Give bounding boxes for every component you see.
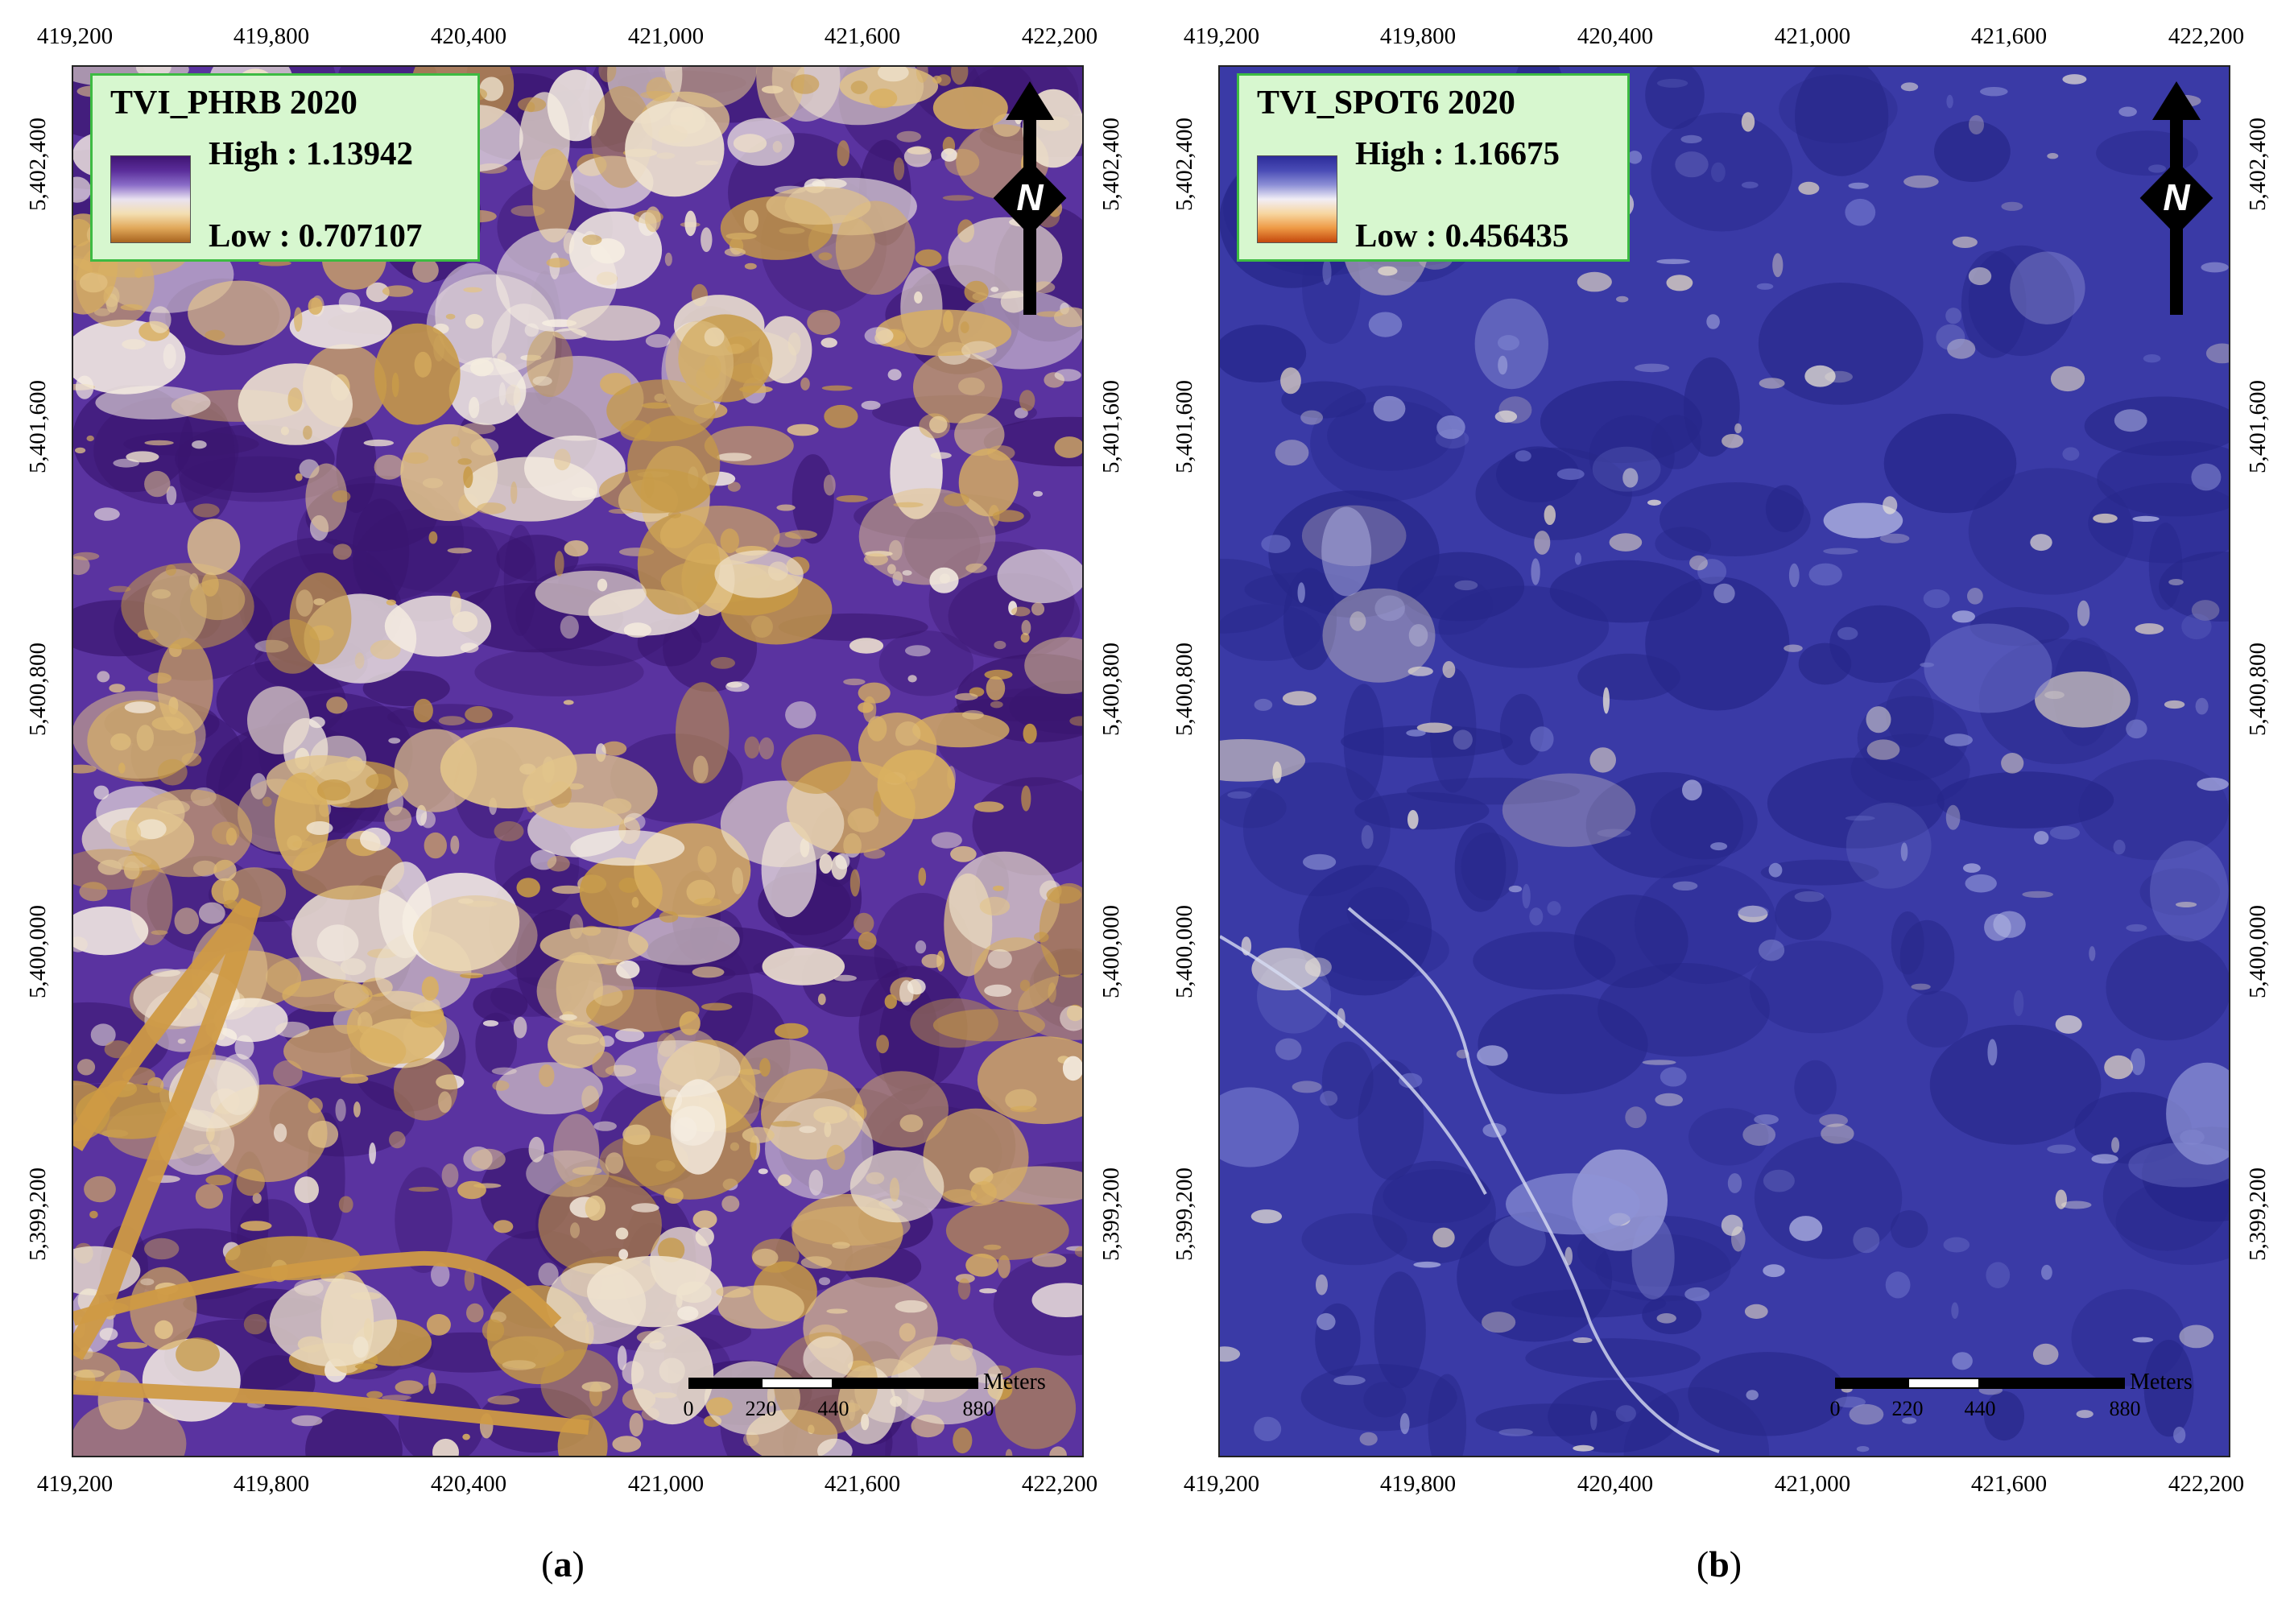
caption-letter: a [553, 1543, 572, 1585]
x-tick-label: 420,400 [1577, 23, 1654, 49]
scale-units-label: Meters [2130, 1370, 2193, 1395]
legend-title: TVI_PHRB 2020 [110, 85, 358, 122]
north-arrow-icon: N [993, 81, 1067, 315]
scale-segment [761, 1378, 833, 1389]
x-tick-label: 422,200 [1021, 1471, 1098, 1497]
scale-segment [1980, 1378, 2125, 1389]
legend-high-label: High : 1.13942 [209, 134, 413, 171]
x-tick-label: 420,400 [1577, 1471, 1654, 1497]
legend-color-ramp [1257, 155, 1337, 243]
x-tick-label: 421,600 [824, 1471, 901, 1497]
caption-paren-open: ( [541, 1543, 554, 1585]
scale-bar: Meters 0 220 440 880 [1830, 1370, 2222, 1442]
panel-caption: (b) [1639, 1542, 1800, 1587]
scale-label: 0 [683, 1397, 694, 1420]
legend-title: TVI_SPOT6 2020 [1257, 85, 1515, 122]
y-tick-label: 5,399,200 [1172, 1167, 1197, 1261]
north-arrow-icon: N [2139, 81, 2213, 315]
tvi-raster-spot6 [1220, 67, 2229, 1456]
y-tick-label: 5,401,600 [2245, 380, 2271, 473]
y-tick-label: 5,399,200 [2245, 1167, 2271, 1261]
y-tick-label: 5,400,800 [2245, 643, 2271, 736]
legend-color-ramp [110, 155, 191, 243]
y-tick-label: 5,400,000 [25, 905, 51, 998]
x-tick-label: 419,800 [1379, 23, 1457, 49]
x-tick-label: 422,200 [1021, 23, 1098, 49]
scale-bar: Meters 0 220 440 880 [684, 1370, 1075, 1442]
y-tick-label: 5,402,400 [25, 118, 51, 211]
map-panel-b: 419,200 419,800 420,400 421,000 421,600 … [1147, 0, 2293, 1624]
y-tick-label: 5,401,600 [1098, 380, 1124, 473]
legend-low-label: Low : 0.707107 [209, 217, 423, 254]
caption-paren-close: ) [572, 1543, 585, 1585]
x-tick-label: 420,400 [430, 23, 507, 49]
y-tick-label: 5,400,000 [2245, 905, 2271, 998]
y-tick-label: 5,402,400 [1098, 118, 1124, 211]
north-letter: N [1016, 176, 1044, 218]
y-tick-label: 5,401,600 [1172, 380, 1197, 473]
scale-label: 880 [2109, 1397, 2141, 1420]
legend-low-label: Low : 0.456435 [1355, 217, 1569, 254]
map-legend: TVI_SPOT6 2020 High : 1.16675 Low : 0.45… [1237, 73, 1630, 262]
scale-label: 880 [962, 1397, 994, 1420]
caption-letter: b [1709, 1543, 1730, 1585]
x-tick-label: 421,000 [627, 1471, 705, 1497]
map-frame: TVI_SPOT6 2020 High : 1.16675 Low : 0.45… [1218, 65, 2230, 1457]
caption-paren-open: ( [1696, 1543, 1709, 1585]
map-frame: TVI_PHRB 2020 High : 1.13942 Low : 0.707… [72, 65, 1084, 1457]
x-tick-label: 422,200 [2168, 1471, 2245, 1497]
tvi-raster-phrb [73, 67, 1082, 1456]
scale-segment [1835, 1378, 1908, 1389]
scale-label: 0 [1829, 1397, 1841, 1420]
y-tick-label: 5,400,800 [1098, 643, 1124, 736]
caption-paren-close: ) [1729, 1543, 1742, 1585]
x-tick-label: 419,200 [1183, 1471, 1260, 1497]
y-tick-label: 5,402,400 [2245, 118, 2271, 211]
y-tick-label: 5,401,600 [25, 380, 51, 473]
map-panel-a: 419,200 419,800 420,400 421,000 421,600 … [25, 23, 1124, 1587]
x-tick-label: 421,000 [1774, 23, 1851, 49]
scale-segment [688, 1378, 761, 1389]
x-tick-label: 419,800 [233, 23, 310, 49]
scale-label: 220 [745, 1397, 777, 1420]
x-tick-label: 421,600 [1970, 1471, 2048, 1497]
x-tick-label: 421,000 [627, 23, 705, 49]
x-tick-label: 421,000 [1774, 1471, 1851, 1497]
x-tick-label: 419,200 [1183, 23, 1260, 49]
scale-label: 220 [1891, 1397, 1924, 1420]
scale-segment [833, 1378, 978, 1389]
legend-high-label: High : 1.16675 [1355, 134, 1560, 171]
x-tick-label: 421,600 [1970, 23, 2048, 49]
y-tick-label: 5,400,000 [1098, 905, 1124, 998]
panel-caption: (a) [482, 1542, 643, 1587]
x-tick-label: 421,600 [824, 23, 901, 49]
y-tick-label: 5,400,800 [25, 643, 51, 736]
north-letter: N [2163, 176, 2190, 218]
scale-label: 440 [817, 1397, 849, 1420]
y-tick-label: 5,402,400 [1172, 118, 1197, 211]
scale-segment [1908, 1378, 1980, 1389]
scale-units-label: Meters [983, 1370, 1046, 1395]
scale-label: 440 [1964, 1397, 1996, 1420]
y-tick-label: 5,400,800 [1172, 643, 1197, 736]
x-tick-label: 419,200 [36, 23, 114, 49]
y-tick-label: 5,400,000 [1172, 905, 1197, 998]
y-tick-label: 5,399,200 [25, 1167, 51, 1261]
x-tick-label: 419,800 [1379, 1471, 1457, 1497]
x-tick-label: 422,200 [2168, 23, 2245, 49]
x-tick-label: 420,400 [430, 1471, 507, 1497]
map-legend: TVI_PHRB 2020 High : 1.13942 Low : 0.707… [90, 73, 480, 262]
x-tick-label: 419,800 [233, 1471, 310, 1497]
x-tick-label: 419,200 [36, 1471, 114, 1497]
y-tick-label: 5,399,200 [1098, 1167, 1124, 1261]
